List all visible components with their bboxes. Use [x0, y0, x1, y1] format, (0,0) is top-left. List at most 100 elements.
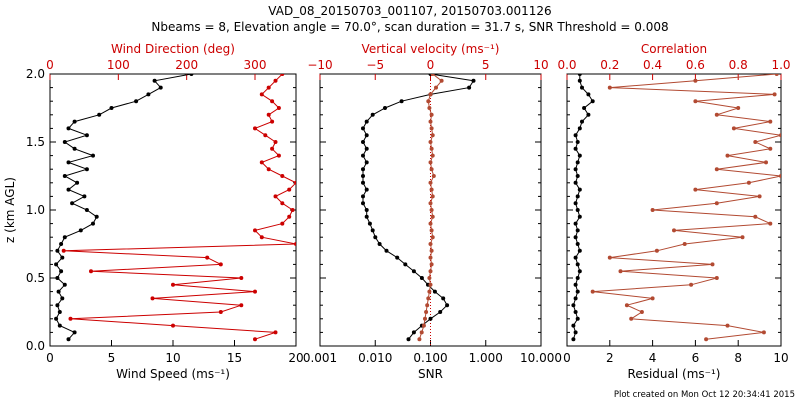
data-point: [55, 248, 60, 253]
bottom-tick-label: 0.100: [413, 351, 447, 365]
data-point: [571, 303, 576, 308]
data-point: [273, 140, 278, 144]
data-point: [573, 221, 578, 226]
data-point: [189, 74, 194, 76]
data-point: [253, 228, 257, 233]
data-point: [66, 126, 71, 131]
y-axis-label: z (km AGL): [3, 177, 17, 243]
data-point: [367, 221, 372, 226]
data-point: [57, 310, 62, 314]
series-wind-direction: [61, 74, 296, 342]
data-point: [693, 187, 698, 192]
data-point: [239, 276, 244, 280]
data-point: [430, 194, 435, 199]
data-point: [426, 296, 431, 301]
data-point: [704, 337, 709, 342]
data-point: [582, 106, 587, 110]
data-point: [91, 153, 95, 158]
data-point: [66, 337, 71, 342]
data-point: [171, 282, 175, 287]
top-tick-label: 0.4: [643, 58, 662, 72]
data-point: [294, 242, 296, 246]
data-point: [753, 214, 758, 219]
data-point: [364, 119, 369, 124]
top-tick-label: 0: [46, 58, 54, 72]
data-point: [575, 316, 580, 321]
series-line: [55, 74, 192, 340]
data-point: [575, 140, 580, 144]
data-point: [624, 303, 629, 308]
data-point: [417, 337, 422, 342]
data-point: [428, 180, 433, 185]
data-point: [364, 214, 369, 219]
data-point: [672, 228, 676, 233]
data-point: [287, 214, 292, 219]
data-point: [575, 289, 580, 294]
data-point: [270, 99, 275, 104]
data-point: [577, 187, 582, 192]
data-point: [429, 262, 434, 267]
top-axis-label: Wind Direction (deg): [111, 42, 235, 56]
data-point: [429, 167, 434, 172]
panel-wind: 0 5 10 15 20 Wind Speed (ms⁻¹) 0 100 200 300 Wind …: [3, 42, 304, 381]
data-point: [573, 235, 578, 240]
data-point: [577, 248, 582, 253]
data-point: [650, 208, 655, 212]
data-point: [575, 174, 580, 178]
data-point: [361, 140, 365, 144]
data-point: [779, 174, 781, 178]
data-point: [361, 201, 365, 206]
top-tick-label: −5: [366, 58, 384, 72]
data-point: [421, 323, 426, 328]
data-point: [383, 106, 387, 110]
data-point: [78, 228, 83, 233]
data-point: [395, 255, 400, 260]
y-tick-label: 0.0: [26, 339, 45, 353]
data-point: [429, 187, 434, 192]
data-point: [239, 303, 244, 308]
data-point: [59, 269, 64, 274]
data-point: [639, 310, 644, 314]
data-point: [373, 235, 378, 240]
data-point: [259, 235, 264, 240]
data-point: [72, 330, 77, 335]
series-line: [592, 74, 781, 340]
series-line: [572, 74, 594, 340]
bottom-tick-label: 0: [563, 351, 571, 365]
data-point: [62, 235, 67, 240]
data-point: [428, 282, 433, 287]
data-point: [573, 282, 578, 287]
data-point: [714, 276, 719, 280]
panel-vertical: 0.001 0.010 0.100 1.000 10.000 SNR −10 −5 0 5 10 Ve…: [303, 42, 562, 381]
data-point: [586, 112, 591, 117]
data-point: [361, 126, 365, 131]
data-point: [134, 99, 139, 104]
data-point: [432, 289, 437, 294]
data-point: [423, 316, 427, 321]
data-point: [280, 174, 285, 178]
data-point: [682, 242, 687, 246]
data-point: [263, 133, 268, 138]
data-point: [294, 180, 296, 185]
series-line: [63, 74, 296, 340]
data-point: [59, 242, 64, 246]
data-point: [384, 248, 389, 253]
y-tick-label: 2.0: [26, 67, 45, 81]
top-tick-label: 5: [482, 58, 490, 72]
data-point: [430, 214, 435, 219]
data-point: [580, 85, 584, 90]
data-point: [577, 153, 582, 158]
data-point: [429, 248, 434, 253]
data-point: [270, 146, 275, 151]
top-tick-label: 0.6: [686, 58, 705, 72]
top-tick-label: 0: [427, 58, 435, 72]
bottom-tick-label: 0.001: [303, 351, 337, 365]
data-point: [253, 289, 257, 294]
data-point: [66, 160, 71, 165]
data-point: [573, 180, 578, 185]
data-point: [573, 296, 578, 301]
data-point: [757, 194, 762, 199]
top-tick-label: 300: [244, 58, 267, 72]
bottom-tick-label: 15: [227, 351, 242, 365]
data-point: [276, 106, 281, 110]
